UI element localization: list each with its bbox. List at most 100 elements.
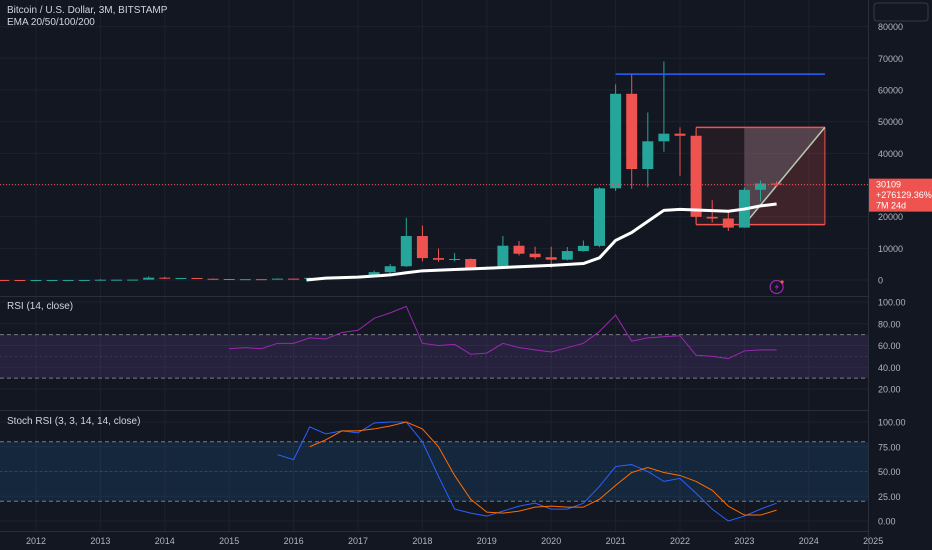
candle xyxy=(513,240,525,256)
stoch-title: Stoch RSI (3, 3, 14, 14, close) xyxy=(7,416,141,427)
rsi-legend: RSI (14, close) xyxy=(7,301,73,313)
candle-body xyxy=(690,135,702,217)
price-tag-bg xyxy=(869,178,932,212)
price-tag: 30109+276129.36%7M 24d xyxy=(869,178,932,212)
ema-path xyxy=(306,202,777,282)
stoch-band-fill xyxy=(0,441,868,502)
rsi-tick-label: 100.00 xyxy=(878,298,906,308)
candle xyxy=(14,279,26,281)
price-tick-label: 10000 xyxy=(878,244,903,254)
candle-body xyxy=(513,245,525,254)
candle xyxy=(594,187,605,248)
price-tick-label: 80000 xyxy=(878,22,903,32)
candle xyxy=(143,276,155,280)
time-tick-label: 2024 xyxy=(799,536,819,546)
projection-tool[interactable] xyxy=(695,126,826,226)
rsi-path xyxy=(229,305,777,360)
candle-body xyxy=(755,183,766,190)
lightning-icon xyxy=(774,283,780,291)
time-tick-label: 2013 xyxy=(90,536,110,546)
candle-body xyxy=(255,279,267,281)
time-tick-label: 2015 xyxy=(219,536,239,546)
price-tick-label: 60000 xyxy=(878,85,903,95)
candle-body xyxy=(626,93,638,170)
candle xyxy=(674,127,686,176)
candle xyxy=(400,217,412,268)
candle xyxy=(642,112,654,188)
rsi-tick-label: 40.00 xyxy=(878,363,901,373)
candle xyxy=(78,279,90,281)
time-tick-label: 2023 xyxy=(734,536,754,546)
candle xyxy=(384,264,396,275)
candle xyxy=(223,278,235,281)
candle-body xyxy=(674,133,686,136)
price-tag-countdown: 7M 24d xyxy=(876,201,906,211)
candle-body xyxy=(706,216,718,219)
candle-body xyxy=(30,279,42,281)
candle-body xyxy=(143,277,155,280)
candle-body xyxy=(46,279,58,281)
rsi-tick-label: 20.00 xyxy=(878,385,901,395)
candle-body xyxy=(577,245,589,252)
candle-body xyxy=(561,251,573,260)
candle xyxy=(577,240,589,252)
candle-body xyxy=(642,141,654,170)
time-tick-label: 2018 xyxy=(412,536,432,546)
candle xyxy=(610,84,622,191)
ema-line xyxy=(306,202,777,282)
candle xyxy=(175,277,187,279)
rsi-tick-label: 60.00 xyxy=(878,341,901,351)
candle-body xyxy=(223,279,235,281)
stoch-tick-label: 75.00 xyxy=(878,442,901,452)
candle-body xyxy=(111,279,122,281)
candle xyxy=(62,279,74,281)
candle xyxy=(272,278,283,280)
candle xyxy=(561,247,573,261)
misc-overlays xyxy=(769,279,784,295)
candle-body xyxy=(207,278,219,280)
candle-body xyxy=(78,279,90,281)
candle xyxy=(46,279,58,281)
price-tick-label: 20000 xyxy=(878,212,903,222)
price-axis[interactable]: 0100002000030000400005000060000700008000… xyxy=(869,0,932,550)
rsi-band xyxy=(0,334,868,379)
candle xyxy=(433,248,444,262)
time-tick-label: 2019 xyxy=(477,536,497,546)
stoch-tick-label: 50.00 xyxy=(878,467,901,477)
candle-body xyxy=(288,278,300,280)
time-tick-label: 2012 xyxy=(26,536,46,546)
price-tick-label: 0 xyxy=(878,276,883,286)
candle-body xyxy=(14,279,26,281)
candle-body xyxy=(465,259,477,269)
candle-body xyxy=(433,258,444,260)
stoch-legend: Stoch RSI (3, 3, 14, 14, close) xyxy=(7,416,140,428)
stoch-tick-label: 25.00 xyxy=(878,492,901,502)
stoch-band xyxy=(0,441,868,502)
time-tick-label: 2014 xyxy=(155,536,175,546)
event-marker xyxy=(769,279,784,295)
candle xyxy=(658,61,670,152)
stoch-rsi-lines xyxy=(277,421,777,522)
time-tick-label: 2021 xyxy=(606,536,626,546)
price-tick-label: 40000 xyxy=(878,149,903,159)
candle-body xyxy=(594,188,605,246)
candle-body xyxy=(272,278,283,280)
candle-body xyxy=(191,277,203,279)
time-tick-label: 2025 xyxy=(863,536,883,546)
main-legend: Bitcoin / U.S. Dollar, 3M, BITSTAMP EMA … xyxy=(7,5,167,29)
candle-body xyxy=(529,253,541,258)
candle-body xyxy=(497,245,509,268)
candle xyxy=(127,279,139,281)
time-axis[interactable]: 2012 2013 2014 2015 2016 2017 2018 2019 2020 2021… xyxy=(26,536,883,546)
candle-body xyxy=(127,279,139,281)
time-tick-label: 2022 xyxy=(670,536,690,546)
projection-diagonal xyxy=(743,126,826,226)
stoch-k-path xyxy=(277,421,777,522)
candle-body xyxy=(658,133,670,142)
stoch-tick-label: 100.00 xyxy=(878,418,906,428)
candle xyxy=(30,279,42,281)
rsi-band-fill xyxy=(0,334,868,379)
rsi-line xyxy=(229,305,777,360)
candle xyxy=(207,278,219,280)
